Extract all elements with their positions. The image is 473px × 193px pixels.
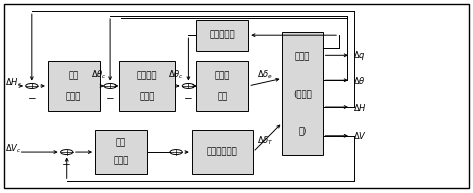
Text: (单发停: (单发停 [293,89,312,98]
Text: $\Delta H_c$: $\Delta H_c$ [5,77,23,89]
Text: $-$: $-$ [183,92,193,102]
Text: 俯仰姿态: 俯仰姿态 [137,71,157,80]
Text: 速度: 速度 [116,138,126,147]
Text: 油门伺服回路: 油门伺服回路 [207,148,238,157]
Text: 升降舵: 升降舵 [215,71,230,80]
Bar [48,61,100,111]
Text: 高度: 高度 [69,71,79,80]
Text: $-$: $-$ [26,92,36,102]
Bar [119,61,175,111]
Text: $\Delta\theta$: $\Delta\theta$ [353,75,366,86]
Text: 舰载机: 舰载机 [295,52,310,61]
Text: $\Delta\theta_c$: $\Delta\theta_c$ [168,68,184,81]
Text: $\Delta\delta_e$: $\Delta\delta_e$ [257,68,273,81]
Text: $\Delta\delta_T$: $\Delta\delta_T$ [257,134,274,147]
Text: $-$: $-$ [105,92,114,102]
Text: 控制器: 控制器 [113,157,129,166]
Text: $\Delta H$: $\Delta H$ [353,102,367,113]
Text: 控制器: 控制器 [66,92,81,101]
Text: $-$: $-$ [61,158,71,168]
Text: $\Delta V_c$: $\Delta V_c$ [5,143,22,155]
Bar [192,130,253,174]
Text: $\Delta q$: $\Delta q$ [353,49,366,62]
Bar [95,130,147,174]
Text: 回路: 回路 [217,92,228,101]
Bar [196,20,248,51]
Text: 控制器: 控制器 [139,92,155,101]
Text: $\Delta V$: $\Delta V$ [353,130,367,141]
Text: 车): 车) [298,126,307,135]
Bar [196,61,248,111]
Bar [282,32,323,155]
Text: $\Delta\theta_c$: $\Delta\theta_c$ [91,68,107,81]
Text: 俯仰阻尼器: 俯仰阻尼器 [210,31,235,40]
